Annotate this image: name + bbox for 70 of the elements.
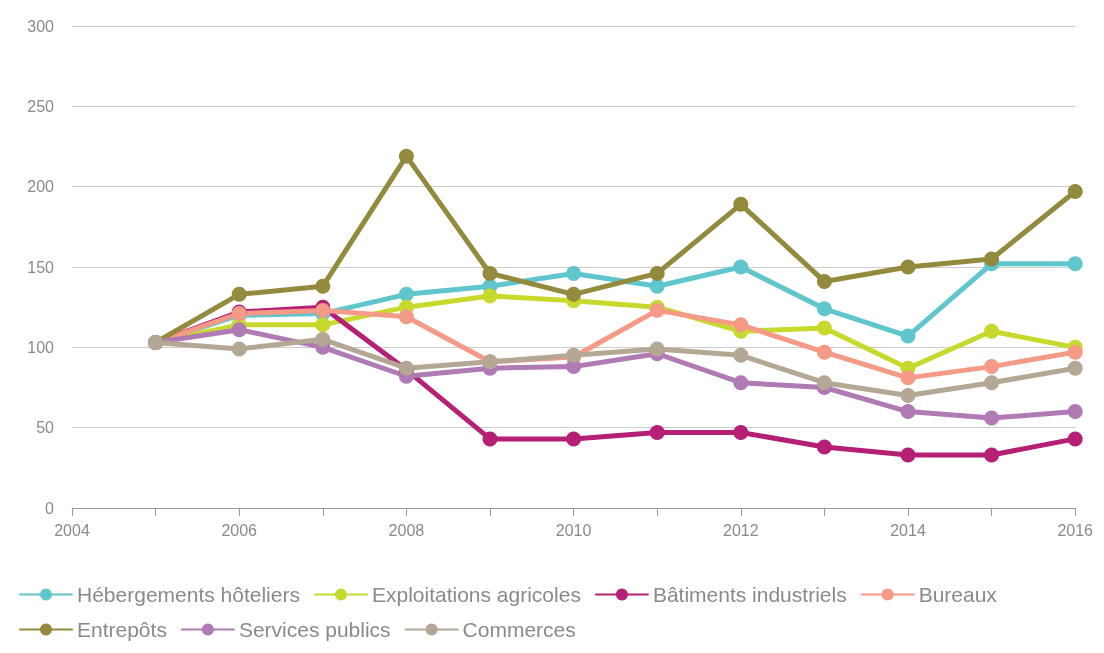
y-tick-label: 250 xyxy=(27,97,55,115)
point xyxy=(984,375,1000,391)
point xyxy=(984,359,1000,375)
point xyxy=(900,404,916,420)
point xyxy=(816,301,832,317)
x-tick-label: 2016 xyxy=(1057,521,1094,539)
point xyxy=(482,288,498,304)
point xyxy=(816,375,832,391)
point xyxy=(816,273,832,289)
point xyxy=(398,286,414,302)
point xyxy=(733,424,749,440)
x-tick-label: 2010 xyxy=(555,521,592,539)
point xyxy=(984,251,1000,267)
point xyxy=(900,328,916,344)
point xyxy=(315,278,331,294)
point xyxy=(900,259,916,275)
legend-label: Bâtiments industriels xyxy=(652,583,847,606)
point xyxy=(482,431,498,447)
point xyxy=(315,317,331,333)
y-tick-label: 300 xyxy=(27,17,55,35)
y-tick-label: 200 xyxy=(27,178,55,196)
point xyxy=(900,370,916,386)
x-tick-label: 2014 xyxy=(890,521,926,539)
point xyxy=(1067,344,1083,360)
point xyxy=(1067,431,1083,447)
x-tick-label: 2008 xyxy=(388,521,425,539)
point xyxy=(649,424,665,440)
point xyxy=(649,341,665,357)
point xyxy=(816,320,832,336)
point xyxy=(398,148,414,164)
legend-label: Exploitations agricoles xyxy=(371,583,581,606)
point xyxy=(733,347,749,363)
point xyxy=(733,317,749,333)
legend-label: Entrepôts xyxy=(77,618,167,641)
x-tick-label: 2006 xyxy=(221,521,258,539)
point xyxy=(231,341,247,357)
point xyxy=(231,322,247,338)
point xyxy=(816,344,832,360)
point xyxy=(1067,360,1083,376)
point xyxy=(733,196,749,212)
point xyxy=(566,265,582,281)
y-tick-label: 150 xyxy=(27,258,55,276)
point xyxy=(649,265,665,281)
point xyxy=(816,439,832,455)
point xyxy=(1067,404,1083,420)
legend-label: Services publics xyxy=(238,618,391,641)
x-tick-label: 2012 xyxy=(723,521,759,539)
point xyxy=(482,265,498,281)
point xyxy=(984,447,1000,463)
point xyxy=(398,309,414,325)
y-tick-label: 50 xyxy=(36,419,55,437)
point xyxy=(231,286,247,302)
point xyxy=(733,375,749,391)
point xyxy=(1067,183,1083,199)
point xyxy=(984,323,1000,339)
point xyxy=(566,286,582,302)
x-tick-label: 2004 xyxy=(54,521,90,539)
point xyxy=(900,447,916,463)
legend-label: Bureaux xyxy=(918,583,998,606)
legend-label: Hébergements hôteliers xyxy=(77,583,300,606)
point xyxy=(984,410,1000,426)
point xyxy=(1067,256,1083,272)
point xyxy=(649,278,665,294)
point xyxy=(566,431,582,447)
point xyxy=(900,388,916,404)
y-tick-label: 100 xyxy=(27,338,55,356)
y-tick-label: 0 xyxy=(45,499,55,517)
point xyxy=(733,259,749,275)
point xyxy=(315,331,331,347)
legend-label: Commerces xyxy=(462,618,576,641)
